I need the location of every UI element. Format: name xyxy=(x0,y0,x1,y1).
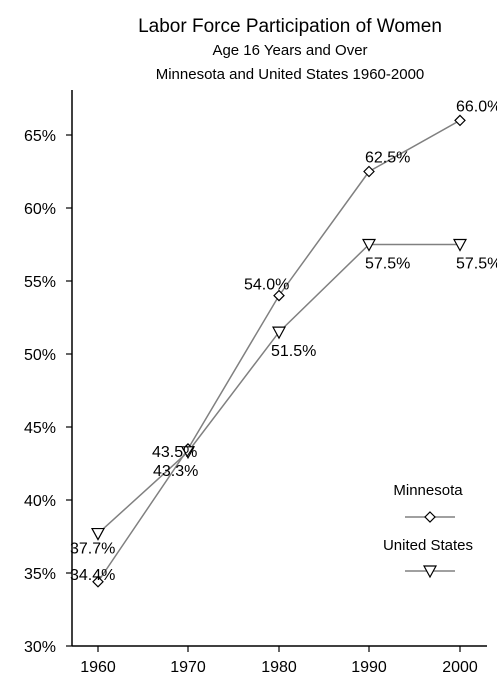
y-tick-label: 65% xyxy=(24,128,56,145)
data-label-minnesota: 34.4% xyxy=(70,567,115,584)
y-tick-label: 40% xyxy=(24,493,56,510)
data-label-minnesota: 66.0% xyxy=(456,98,497,115)
data-label-united-states: 37.7% xyxy=(70,541,115,558)
legend-marker-united-states xyxy=(422,565,438,579)
marker-minnesota xyxy=(92,575,104,588)
x-tick-label: 1990 xyxy=(351,659,387,676)
marker-united-states xyxy=(271,326,287,340)
y-tick-label: 55% xyxy=(24,274,56,291)
marker-minnesota xyxy=(454,114,466,127)
y-tick-label: 35% xyxy=(24,566,56,583)
chart-subtitle-line-2: Minnesota and United States 1960-2000 xyxy=(156,66,425,83)
marker-united-states xyxy=(361,238,377,252)
chart-title: Labor Force Participation of Women xyxy=(138,16,442,37)
series-markers xyxy=(90,114,468,588)
data-label-united-states: 51.5% xyxy=(271,343,316,360)
marker-united-states xyxy=(452,238,468,252)
data-label-united-states: 57.5% xyxy=(456,256,497,273)
data-labels: 34.4% 43.5% 54.0% 62.5% 66.0% 37.7% 43.3% 51.5%… xyxy=(70,98,497,583)
y-tick-label: 45% xyxy=(24,420,56,437)
data-label-minnesota: 62.5% xyxy=(365,150,410,167)
marker-minnesota xyxy=(363,165,375,178)
legend-label-minnesota: Minnesota xyxy=(393,482,463,499)
x-tick-label: 2000 xyxy=(442,659,478,676)
data-label-minnesota: 43.5% xyxy=(152,444,197,461)
data-label-united-states: 43.3% xyxy=(153,463,198,480)
marker-united-states xyxy=(90,527,106,541)
marker-united-states xyxy=(180,446,196,460)
legend-label-united-states: United States xyxy=(383,537,473,554)
legend: Minnesota United States xyxy=(383,482,473,579)
legend-marker-minnesota xyxy=(424,511,436,523)
y-tick-label: 50% xyxy=(24,347,56,364)
y-tick-label: 30% xyxy=(24,639,56,656)
y-tick-label: 60% xyxy=(24,201,56,218)
axes: 30% 35% 40% 45% 50% 55% 60% 65% 1960 1970 1980 1990… xyxy=(24,90,487,676)
data-label-minnesota: 54.0% xyxy=(244,277,289,294)
x-tick-label: 1980 xyxy=(261,659,297,676)
x-tick-label: 1960 xyxy=(80,659,116,676)
data-label-united-states: 57.5% xyxy=(365,256,410,273)
chart-subtitle-line-1: Age 16 Years and Over xyxy=(212,42,367,59)
marker-minnesota xyxy=(273,289,285,302)
x-tick-label: 1970 xyxy=(170,659,206,676)
